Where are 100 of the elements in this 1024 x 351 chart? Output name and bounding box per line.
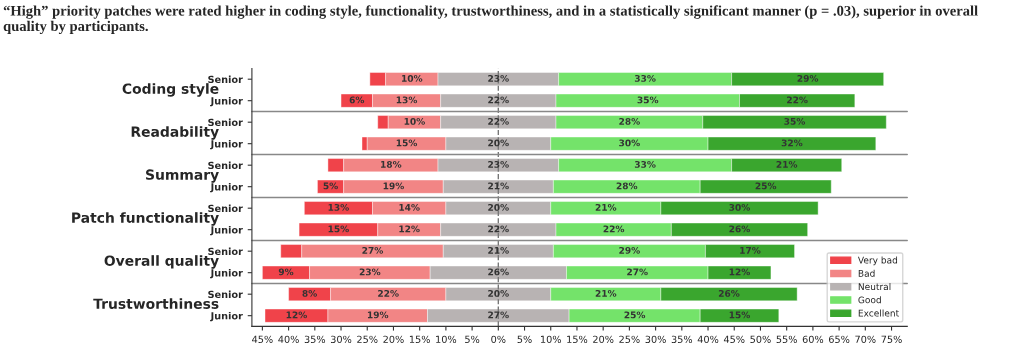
data-label: 10% [402,74,423,82]
data-label: 22% [488,225,509,233]
x-tick-label: 0% [491,335,506,343]
data-label: 25% [755,182,777,190]
data-label: 12% [399,225,420,233]
x-tick-label: 40% [697,335,719,343]
x-tick-label: 10% [541,335,562,343]
x-tick-label: 45% [723,335,745,343]
y-tick-label: Junior [210,97,243,107]
text: Patch functionality [72,212,219,226]
data-label: 12% [286,311,307,319]
data-label: 15% [328,225,349,233]
data-label: 22% [488,96,509,104]
data-label: 13% [328,203,349,211]
text: Trustworthiness [93,298,219,309]
data-label: 30% [619,139,640,147]
y-tick-label: Senior [208,290,243,299]
data-label: 26% [729,225,751,233]
data-label: 13% [396,96,418,104]
legend-label: Good [858,296,881,304]
y-tick-label: Junior [210,182,243,193]
data-label: 21% [488,182,509,190]
text: Coding style [122,83,219,97]
data-label: 5% [323,182,338,190]
data-label: 32% [781,139,803,147]
x-tick-label: 60% [802,335,824,343]
data-label: 6% [349,96,365,104]
data-label: 15% [396,139,418,147]
y-tick-label: Senior [208,161,243,170]
data-label: 28% [619,117,640,125]
data-label: 23% [359,268,381,276]
data-label: 27% [362,246,384,254]
y-tick-label: Senior [208,118,243,127]
x-tick-label: 25% [357,335,378,343]
x-tick-label: 20% [383,335,404,343]
data-label: 9% [278,268,294,276]
data-label: 20% [488,139,509,147]
x-tick-label: 25% [619,335,640,343]
data-label: 10% [404,117,425,125]
y-tick-label: Senior [208,75,243,84]
y-tick-label: Junior [210,268,243,279]
legend-label: Excellent [858,309,899,317]
data-label: 22% [787,96,808,104]
y-tick-label: Junior [210,311,243,322]
text: Overall quality [104,255,219,269]
data-label: 29% [797,74,819,82]
x-tick-label: 65% [828,335,850,343]
data-label: 26% [718,289,740,297]
x-tick-label: 35% [671,335,693,343]
data-label: 28% [616,182,638,190]
data-label: 22% [603,225,625,233]
text: Readability [131,126,219,140]
y-tick-label: Junior [210,225,243,236]
x-tick-label: 5% [465,335,480,343]
data-label: 14% [399,203,420,211]
x-tick-label: 50% [750,335,771,343]
x-tick-label: 45% [252,335,273,343]
x-tick-label: 15% [409,335,430,343]
data-label: 20% [488,203,509,211]
data-label: 35% [637,96,659,104]
x-tick-label: 5% [517,335,532,343]
x-tick-label: 30% [645,335,666,343]
chart-title: “High” priority patches were rated higher in coding style, functionality, trustworthiness, and in a statistically significant manner (p = .03), superior in overall quality by participants. [3,5,978,35]
data-label: 21% [595,203,617,211]
data-label: 22% [488,117,509,125]
legend-label: Very bad [857,256,898,266]
data-label: 20% [488,289,509,297]
data-label: 17% [740,246,761,254]
x-tick-label: 55% [776,335,797,343]
x-tick-label: 75% [881,335,902,343]
data-label: 30% [729,203,751,211]
x-tick-label: 70% [855,335,876,343]
x-tick-label: 40% [278,335,299,343]
data-label: 8% [302,289,317,297]
x-tick-label: 20% [593,335,614,343]
text: Summary [146,169,219,183]
data-label: 21% [488,246,509,254]
data-label: 19% [367,311,389,319]
data-label: 26% [488,268,509,276]
data-label: 21% [776,160,798,168]
x-tick-label: 35% [304,335,326,343]
legend-label: Neutral [858,283,891,291]
y-tick-label: Junior [210,140,243,150]
data-label: 27% [488,311,509,319]
data-label: 12% [729,268,751,276]
data-label: 15% [729,311,751,319]
data-label: 23% [488,74,509,82]
x-tick-label: 15% [567,335,588,343]
data-label: 33% [634,160,656,168]
data-label: 18% [381,160,402,168]
data-label: 33% [634,74,656,82]
x-tick-label: 10% [436,335,457,343]
data-label: 27% [627,268,648,276]
y-tick-label: Senior [208,204,243,213]
data-label: 25% [624,311,646,319]
data-label: 35% [784,117,806,125]
x-tick-label: 30% [330,335,352,343]
data-label: 22% [378,289,399,297]
legend-label: Bad [858,269,875,277]
data-label: 21% [595,289,617,297]
